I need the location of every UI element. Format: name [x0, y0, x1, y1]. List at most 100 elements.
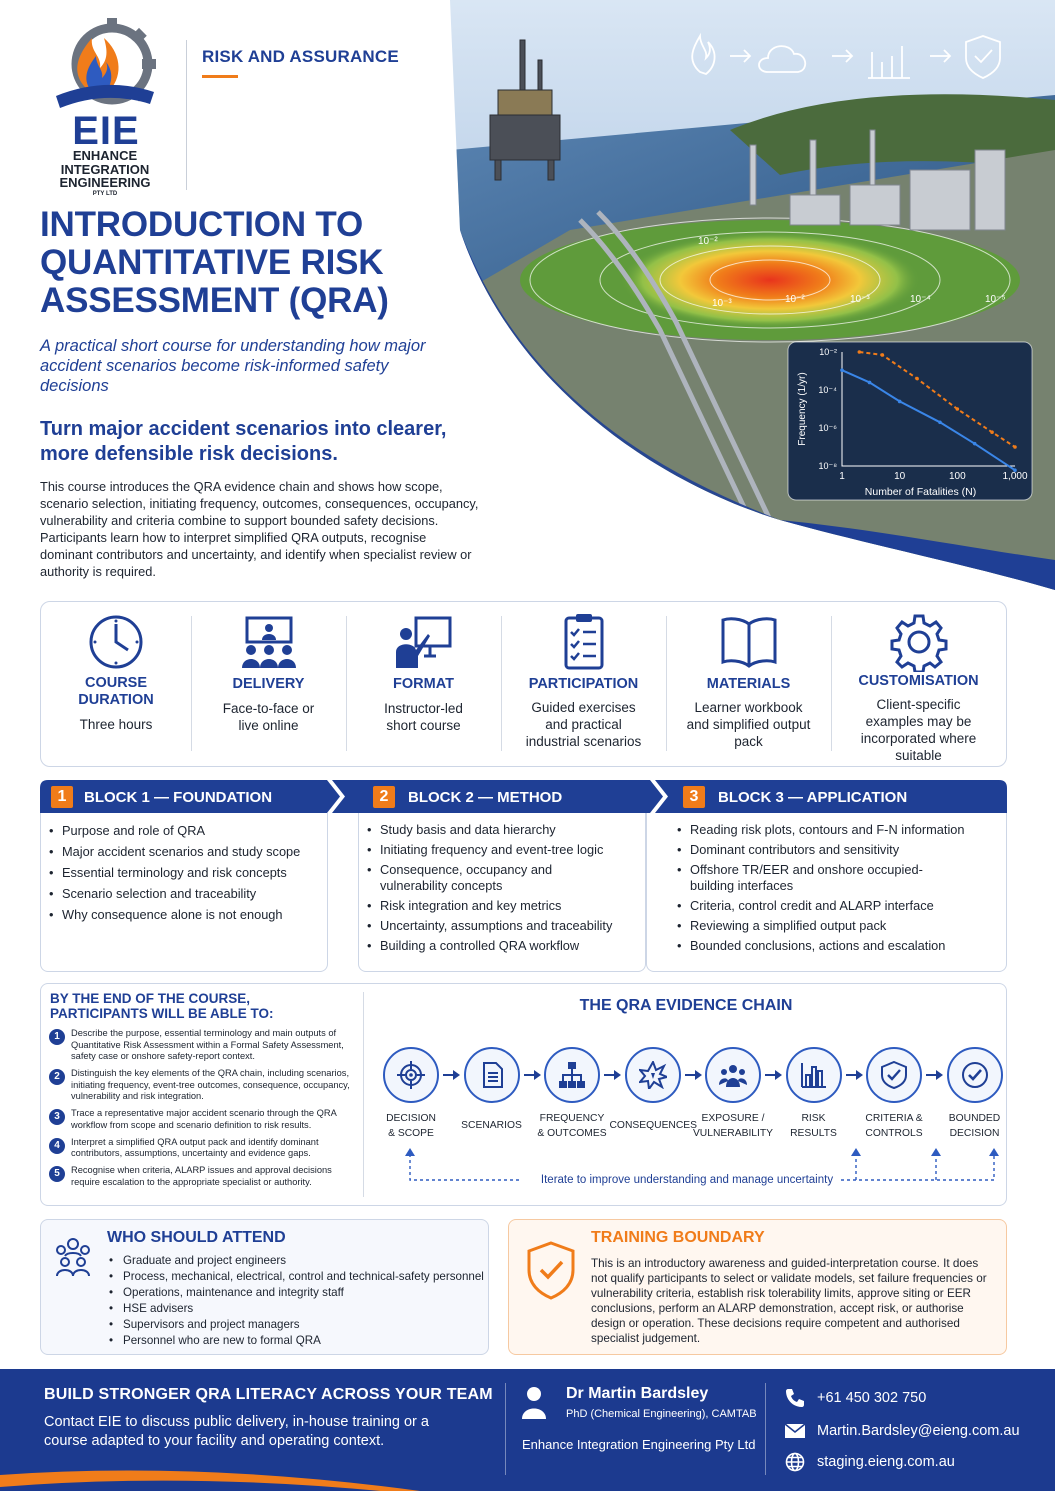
chain-node-1	[383, 1047, 439, 1103]
fn-series-line-2	[841, 369, 1016, 472]
footer-swoosh	[0, 1470, 420, 1491]
footer-divider	[765, 1383, 766, 1475]
chain-arrow-icon	[765, 1070, 782, 1080]
fn-ytick-label: 10⁻⁶	[819, 423, 838, 433]
cloud-icon	[758, 45, 807, 73]
chain-arrow-icon	[845, 1070, 863, 1080]
outcome-text: Recognise when criteria, ALARP issues an…	[71, 1165, 332, 1187]
arrow-icon	[832, 49, 854, 63]
fn-data-point	[897, 399, 902, 404]
chain-node-4	[624, 1047, 681, 1103]
block-title: BLOCK 3 — APPLICATION	[718, 789, 908, 806]
fn-ytick-label: 10⁻⁴	[818, 385, 837, 395]
info-value: Client-specific examples may be incorpor…	[860, 697, 977, 763]
phone-text[interactable]: +61 450 302 750	[817, 1390, 927, 1406]
iterate-note: Iterate to improve understanding and man…	[540, 1174, 834, 1186]
footer-text: Contact EIE to discuss public delivery, …	[44, 1414, 429, 1449]
fn-chart: 10⁻² 10⁻⁴ 10⁻⁶ 10⁻⁸1 10 100 1,000 Number of Fat…	[797, 347, 1028, 498]
fn-data-point	[840, 368, 844, 373]
fn-data-point	[972, 441, 977, 446]
outcome-number: 1	[49, 1029, 65, 1045]
explosion-icon	[638, 1061, 667, 1089]
fn-data-point	[1013, 445, 1017, 449]
fn-ytick-label: 10⁻⁸	[818, 461, 837, 471]
list-item: Operations, maintenance and integrity st…	[109, 1285, 489, 1301]
chain-label: EXPOSURE / VULNERABILITY	[692, 1113, 774, 1139]
list-item: Reviewing a simplified output pack	[677, 918, 998, 934]
outcome-number: 2	[49, 1069, 65, 1085]
people-group-icon	[56, 1238, 90, 1277]
outcome-text: Describe the purpose, essential terminol…	[71, 1028, 344, 1061]
fn-xaxis-label: Number of Fatalities (N)	[865, 486, 976, 498]
fn-data-point	[955, 407, 960, 411]
who-should-attend: WHO SHOULD ATTEND Graduate and project e…	[40, 1219, 489, 1355]
list-item: Supervisors and project managers	[109, 1317, 489, 1333]
list-item: Risk integration and key metrics	[367, 898, 637, 914]
chain-label: BOUNDED DECISION	[948, 1113, 1001, 1139]
mail-icon	[784, 1423, 806, 1438]
bar-chart-icon	[800, 1063, 826, 1088]
fn-axes	[841, 352, 1015, 467]
list-item: Study basis and data hierarchy	[367, 822, 637, 838]
info-label: PARTICIPATION	[528, 676, 639, 692]
outcome-text: Distinguish the key elements of the QRA …	[71, 1068, 350, 1101]
chain-node-7	[866, 1047, 922, 1103]
list-item: Purpose and role of QRA	[49, 823, 319, 839]
logo-line-3: ENGINEERING	[59, 175, 151, 190]
chain-arrow-icon	[926, 1070, 943, 1080]
info-label: MATERIALS	[706, 676, 791, 692]
footer-heading: BUILD STRONGER QRA LITERACY ACROSS YOUR …	[44, 1386, 493, 1403]
person-icon	[522, 1387, 546, 1419]
logo-line-2: INTEGRATION	[60, 161, 150, 177]
outcome-text: Trace a representative major accident sc…	[71, 1108, 337, 1130]
contour-label: 10⁻⁴	[910, 294, 931, 305]
outcome-item: 2 Distinguish the key elements of the QRA…	[49, 1068, 354, 1103]
outcome-item: 4 Interpret a simplified QRA output pack …	[49, 1137, 354, 1160]
fire-icon	[691, 32, 716, 76]
info-value: Three hours	[79, 717, 153, 732]
outcomes-list: 1 Describe the purpose, essential termino…	[49, 1028, 354, 1194]
chain-node-8	[946, 1047, 1003, 1103]
headline: Turn major accident scenarios into clear…	[40, 418, 447, 465]
fn-xtick-label: 1	[839, 471, 845, 482]
iterate-loop	[405, 1148, 999, 1181]
info-format: FORMAT Instructor-led short course	[346, 602, 501, 768]
info-materials: MATERIALS Learner workbook and simplifie…	[666, 602, 831, 768]
fn-series-line-1	[859, 351, 1016, 448]
chain-arrow-icon	[684, 1070, 702, 1080]
contour-label: 10⁻²	[785, 294, 805, 305]
book-icon	[721, 617, 776, 668]
info-label: FORMAT	[393, 676, 454, 692]
fn-data-point	[857, 350, 862, 354]
logo-pty: PTY LTD	[92, 190, 118, 197]
website-link[interactable]: staging.eieng.com.au	[817, 1454, 955, 1470]
shield-check-icon	[881, 1061, 907, 1089]
fn-data-point	[880, 353, 885, 357]
footer: BUILD STRONGER QRA LITERACY ACROSS YOUR …	[0, 1369, 1055, 1491]
bar-chart-icon	[868, 46, 910, 79]
intro-paragraph: This course introduces the QRA evidence …	[40, 479, 479, 579]
outcome-item: 3 Trace a representative major accident s…	[49, 1108, 354, 1131]
info-label: DELIVERY	[232, 676, 305, 692]
outcomes-title: BY THE END OF THE COURSE, PARTICIPANTS W…	[50, 991, 274, 1021]
info-participation: PARTICIPATION Guided exercises and pract…	[501, 602, 666, 768]
logo-wordmark: EIE	[72, 109, 140, 153]
block-1-body: Purpose and role of QRA Major accident s…	[40, 813, 328, 972]
chain-title: THE QRA EVIDENCE CHAIN	[579, 997, 793, 1014]
outcomes-divider	[363, 992, 364, 1197]
block-number: 3	[683, 786, 705, 808]
list-item: HSE advisers	[109, 1301, 489, 1317]
block-number: 2	[373, 786, 395, 808]
contour-label: 10⁻⁵	[985, 294, 1006, 305]
info-customisation: CUSTOMISATION Client-specific examples m…	[831, 602, 1006, 768]
chain-node-5	[705, 1047, 761, 1103]
check-circle-icon	[961, 1062, 988, 1088]
checklist-icon	[564, 614, 603, 670]
contact-name: Dr Martin Bardsley	[566, 1385, 709, 1402]
fn-xtick-label: 100	[949, 471, 966, 482]
outcome-item: 1 Describe the purpose, essential termino…	[49, 1028, 354, 1063]
fn-xtick-label: 10	[894, 471, 906, 482]
email-link[interactable]: Martin.Bardsley@eieng.com.au	[817, 1423, 1020, 1439]
block-1-header: 1 BLOCK 1 — FOUNDATION	[40, 780, 328, 813]
block-2-body: Study basis and data hierarchy Initiatin…	[358, 813, 646, 972]
